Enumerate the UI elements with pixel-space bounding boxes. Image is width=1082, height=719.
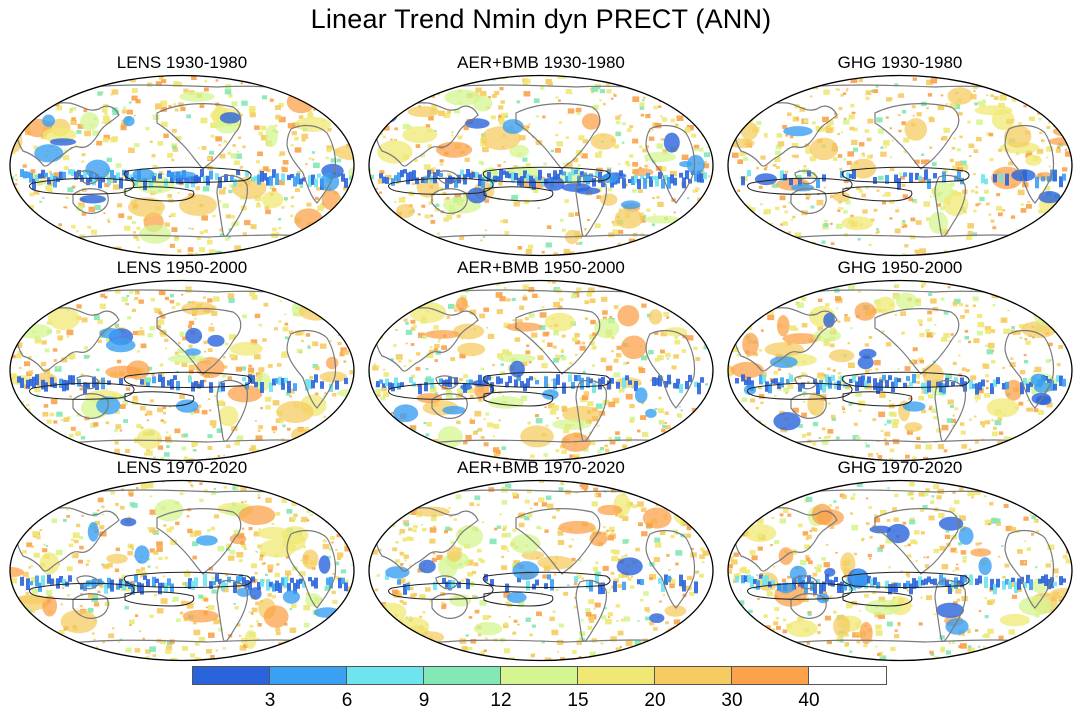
colorbar: 3 6 9 12 15 20 30 40 [192, 666, 890, 718]
colorbar-box [500, 666, 578, 685]
colorbar-label: 40 [798, 690, 820, 711]
figure-title: Linear Trend Nmin dyn PRECT (ANN) [310, 4, 772, 34]
colorbar-box [654, 666, 732, 685]
world-map [368, 279, 714, 462]
colorbar-label: 12 [490, 690, 512, 711]
colorbar-box [731, 666, 809, 685]
colorbar-box [577, 666, 655, 685]
world-map [9, 479, 355, 662]
colorbar-box [346, 666, 424, 685]
panel-title: AER+BMB 1970-2020 [457, 458, 625, 477]
map-panel: AER+BMB 1950-2000 [366, 258, 716, 463]
panel-title: AER+BMB 1950-2000 [457, 258, 625, 277]
colorbar-box [423, 666, 501, 685]
colorbar-label: 3 [264, 690, 276, 711]
panel-title: LENS 1970-2020 [116, 458, 248, 477]
world-map [727, 74, 1073, 257]
panel-title: GHG 1970-2020 [837, 458, 963, 477]
panel-title: GHG 1930-1980 [837, 53, 963, 72]
map-panel: GHG 1950-2000 [725, 258, 1075, 463]
map-panel: AER+BMB 1970-2020 [366, 458, 716, 663]
map-panel: LENS 1930-1980 [7, 53, 357, 258]
panel-title: LENS 1950-2000 [116, 258, 248, 277]
colorbar-box [192, 666, 270, 685]
panel-title: AER+BMB 1930-1980 [457, 53, 625, 72]
colorbar-label: 6 [341, 690, 353, 711]
panel-title: LENS 1930-1980 [116, 53, 248, 72]
world-map [368, 479, 714, 662]
map-panel: AER+BMB 1930-1980 [366, 53, 716, 258]
world-map [727, 279, 1073, 462]
world-map [9, 74, 355, 257]
world-map [368, 74, 714, 257]
panel-title: GHG 1950-2000 [837, 258, 963, 277]
world-map [9, 279, 355, 462]
colorbar-label: 9 [418, 690, 430, 711]
map-panel: GHG 1930-1980 [725, 53, 1075, 258]
map-panel: GHG 1970-2020 [725, 458, 1075, 663]
colorbar-label: 15 [567, 690, 589, 711]
colorbar-box [808, 666, 887, 685]
world-map [727, 479, 1073, 662]
colorbar-box [269, 666, 347, 685]
map-panel: LENS 1970-2020 [7, 458, 357, 663]
map-panel: LENS 1950-2000 [7, 258, 357, 463]
colorbar-label: 30 [721, 690, 743, 711]
colorbar-label: 20 [644, 690, 666, 711]
